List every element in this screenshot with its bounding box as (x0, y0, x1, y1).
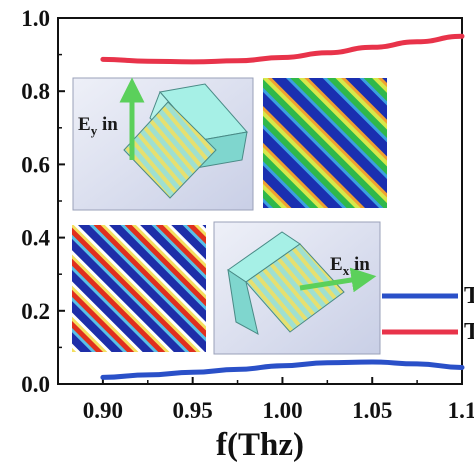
series-layer (100, 33, 465, 380)
inset-ex-grating (245, 243, 345, 333)
legend: T T (382, 283, 474, 345)
legend-label-red: T (464, 319, 474, 345)
x-axis: 0.90 0.95 1.00 1.05 1.1 (83, 377, 474, 423)
y-tick-label: 0.2 (21, 299, 50, 324)
series-line-red (100, 33, 465, 65)
y-axis: 0.0 0.2 0.4 0.6 0.8 1.0 (21, 6, 65, 397)
inset-ey-label: Ey in (78, 114, 118, 138)
x-tick-label: 0.90 (83, 398, 123, 423)
y-tick-label: 0.0 (21, 372, 50, 397)
inset-ey-grating (123, 101, 217, 199)
inset-field-bottom-fill (72, 225, 206, 352)
y-tick-label: 1.0 (21, 6, 50, 31)
x-tick-label: 0.95 (173, 398, 213, 423)
inset-ex-arrow (299, 267, 377, 293)
x-axis-title: f(Thz) (216, 427, 304, 463)
x-tick-label: 1.00 (262, 398, 302, 423)
inset-field-top-fill (263, 78, 387, 208)
inset-ex-label: Ex in (330, 254, 370, 278)
inset-ex-structure: Ex in (213, 221, 381, 355)
legend-label-blue: T (464, 283, 474, 309)
inset-field-pattern-bottom (72, 225, 206, 352)
x-tick-label: 1.05 (352, 398, 392, 423)
inset-ey-structure: Ey in (72, 77, 254, 211)
inset-field-pattern-top (263, 78, 387, 208)
x-tick-label: 1.1 (448, 398, 474, 423)
inset-ex-block-side (227, 268, 259, 335)
y-tick-label: 0.8 (21, 79, 50, 104)
y-tick-label: 0.6 (21, 152, 50, 177)
series-line-blue (100, 359, 465, 380)
y-tick-label: 0.4 (21, 226, 50, 251)
